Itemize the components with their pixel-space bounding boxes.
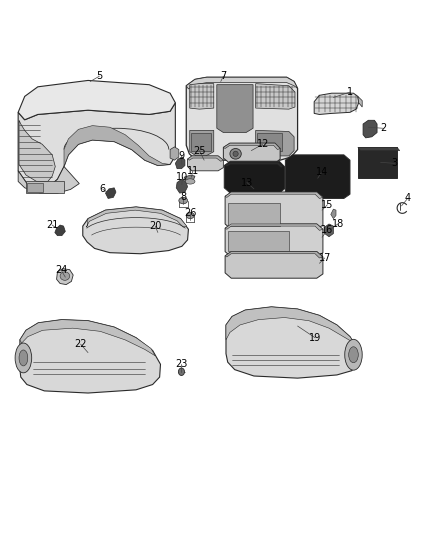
Polygon shape [175,157,185,168]
Polygon shape [225,252,323,278]
Polygon shape [184,175,195,181]
Text: 9: 9 [178,151,184,161]
Text: 10: 10 [176,172,188,182]
Text: 22: 22 [74,339,87,349]
Polygon shape [18,103,175,188]
Ellipse shape [15,343,32,373]
Ellipse shape [19,350,28,366]
Text: 11: 11 [187,166,199,176]
Text: 4: 4 [405,193,411,204]
Polygon shape [314,93,359,115]
Polygon shape [226,307,354,343]
Polygon shape [176,179,187,193]
Polygon shape [55,225,65,236]
Text: 2: 2 [380,123,386,133]
Bar [358,148,397,178]
Text: 17: 17 [318,253,331,263]
Text: 3: 3 [392,158,398,168]
Polygon shape [190,131,214,156]
Polygon shape [256,84,295,109]
Polygon shape [190,84,214,109]
Text: 14: 14 [316,167,328,177]
Polygon shape [106,188,116,198]
Polygon shape [186,77,297,89]
Text: 7: 7 [220,71,226,81]
Polygon shape [286,155,350,198]
Polygon shape [256,131,294,156]
Ellipse shape [60,272,70,280]
Text: 1: 1 [347,87,353,97]
Polygon shape [225,224,323,257]
Text: 13: 13 [241,177,253,188]
Ellipse shape [345,340,362,370]
Text: 18: 18 [332,219,344,229]
Polygon shape [325,224,333,237]
Polygon shape [225,224,323,230]
Bar [27,182,43,192]
Polygon shape [83,207,188,254]
Polygon shape [358,148,400,151]
Text: 15: 15 [321,200,333,210]
Ellipse shape [233,151,238,157]
Text: 8: 8 [180,192,186,203]
Polygon shape [187,156,223,161]
Text: 16: 16 [321,225,333,236]
Polygon shape [86,207,187,227]
Polygon shape [64,126,170,166]
Polygon shape [226,307,358,378]
Polygon shape [363,120,377,138]
Ellipse shape [179,197,187,204]
Polygon shape [170,147,179,160]
Text: 21: 21 [46,220,58,230]
Polygon shape [223,143,280,150]
Ellipse shape [178,368,184,375]
Bar [191,133,211,151]
Polygon shape [358,96,362,107]
Polygon shape [186,77,297,160]
Polygon shape [225,252,323,258]
Ellipse shape [186,212,194,219]
Bar [228,231,289,251]
Text: 23: 23 [175,359,187,369]
Polygon shape [18,80,175,120]
Ellipse shape [185,179,195,184]
Text: 19: 19 [309,333,321,343]
Text: 25: 25 [193,146,205,156]
Text: 24: 24 [55,265,67,274]
Polygon shape [20,320,155,356]
Polygon shape [18,166,79,193]
Polygon shape [20,320,160,393]
Polygon shape [225,163,283,167]
Polygon shape [57,269,73,285]
Polygon shape [19,120,55,181]
Text: 5: 5 [96,71,102,81]
Text: 12: 12 [257,139,269,149]
Polygon shape [187,156,223,171]
Text: 26: 26 [184,208,196,219]
Text: 20: 20 [149,221,162,231]
Bar [258,133,282,151]
Polygon shape [331,209,336,219]
Polygon shape [225,192,323,198]
Polygon shape [225,192,323,229]
Text: 6: 6 [100,184,106,195]
Polygon shape [223,143,280,164]
Polygon shape [217,85,253,133]
Bar [26,181,64,193]
Polygon shape [224,161,285,193]
Bar [228,203,280,226]
Ellipse shape [349,347,358,363]
Ellipse shape [230,149,241,159]
